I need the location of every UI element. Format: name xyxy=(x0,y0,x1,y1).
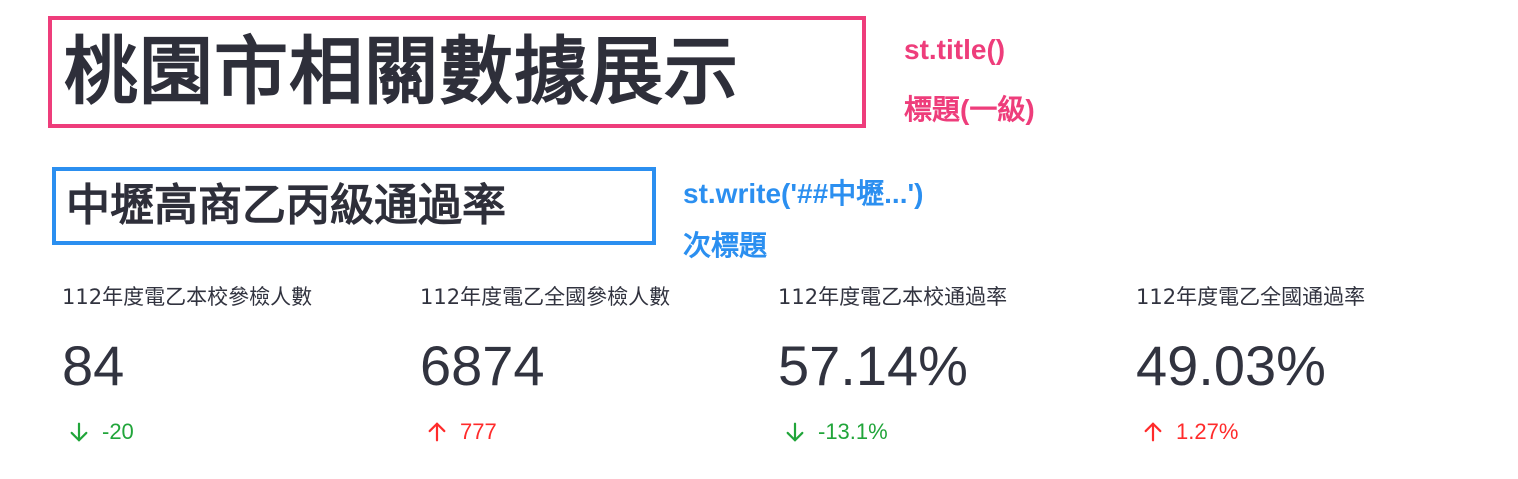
arrow-up-icon xyxy=(1144,422,1162,442)
metric-delta: 1.27% xyxy=(1136,416,1476,448)
metric-delta-value: -13.1% xyxy=(818,419,888,444)
metric-delta: -20 xyxy=(62,416,402,448)
page-subtitle: 中壢高商乙丙級通過率 xyxy=(66,180,506,231)
metric-value: 6874 xyxy=(420,334,545,397)
metric-delta: 777 xyxy=(420,416,760,448)
metric-card: 112年度電乙全國通過率 49.03% 1.27% xyxy=(1136,282,1476,448)
metric-card: 112年度電乙全國參檢人數 6874 777 xyxy=(420,282,760,448)
metric-delta-value: 1.27% xyxy=(1176,419,1239,444)
subtitle-highlight-box: 中壢高商乙丙級通過率 xyxy=(52,167,656,245)
metric-label: 112年度電乙本校參檢人數 xyxy=(62,285,313,309)
metric-value: 57.14% xyxy=(778,334,968,397)
metric-delta-value: -20 xyxy=(102,419,134,444)
metric-delta-value: 777 xyxy=(460,419,497,444)
metric-card: 112年度電乙本校通過率 57.14% -13.1% xyxy=(778,282,1118,448)
arrow-down-icon xyxy=(70,422,88,442)
metric-label: 112年度電乙本校通過率 xyxy=(778,285,1008,309)
metric-value: 49.03% xyxy=(1136,334,1326,397)
metric-label: 112年度電乙全國通過率 xyxy=(1136,285,1366,309)
metric-delta: -13.1% xyxy=(778,416,1118,448)
metric-card: 112年度電乙本校參檢人數 84 -20 xyxy=(62,282,402,448)
arrow-up-icon xyxy=(428,422,446,442)
arrow-down-icon xyxy=(786,422,804,442)
title-annotation-caption: 標題(一級) xyxy=(904,94,1035,125)
metric-value: 84 xyxy=(62,334,125,397)
page-title-highlight-box: 桃園市相關數據展示 xyxy=(48,16,866,128)
title-annotation-code: st.title() xyxy=(904,34,1006,65)
metric-label: 112年度電乙全國參檢人數 xyxy=(420,285,671,309)
subtitle-annotation-code: st.write('##中壢...') xyxy=(683,178,924,209)
subtitle-annotation-caption: 次標題 xyxy=(683,230,768,261)
page-title: 桃園市相關數據展示 xyxy=(64,29,739,115)
